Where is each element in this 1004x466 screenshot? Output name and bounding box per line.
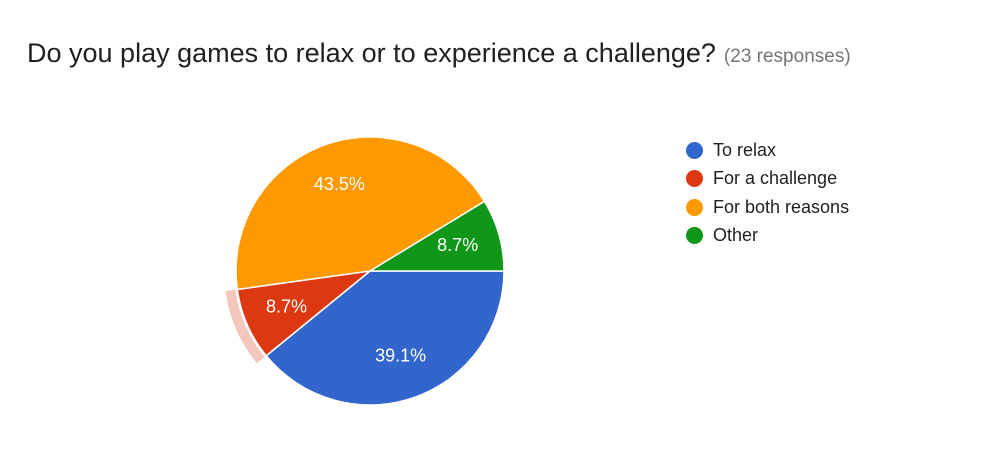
chart-header: Do you play games to relax or to experie… [27, 38, 851, 69]
legend-label-other: Other [713, 225, 759, 246]
legend-label-to-relax: To relax [713, 139, 777, 160]
legend-label-for-both-reasons: For both reasons [713, 196, 850, 217]
legend-item-for-both-reasons[interactable]: For both reasons [686, 193, 849, 222]
legend-label-for-a-challenge: For a challenge [713, 168, 838, 189]
response-count: (23 responses) [723, 46, 851, 67]
highlight-arc [225, 289, 265, 364]
legend-swatch-for-both-reasons [686, 198, 703, 216]
pie-slice-other[interactable] [367, 200, 505, 272]
legend-item-for-a-challenge[interactable]: For a challenge [686, 165, 849, 194]
slice-label-other: 8.7% [437, 235, 478, 255]
legend-item-to-relax[interactable]: To relax [686, 136, 849, 165]
legend-item-other[interactable]: Other [686, 222, 849, 251]
pie-slice-for-both-reasons[interactable] [235, 136, 486, 291]
legend-swatch-to-relax [686, 141, 703, 159]
slice-label-for-a-challenge: 8.7% [266, 296, 307, 316]
chart-title: Do you play games to relax or to experie… [27, 38, 716, 68]
legend-swatch-other [686, 227, 703, 245]
pie-slice-to-relax[interactable] [265, 270, 505, 406]
legend: To relax For a challenge For both reason… [686, 136, 849, 250]
legend-swatch-for-a-challenge [686, 170, 703, 188]
slice-label-for-both-reasons: 43.5% [314, 174, 365, 194]
slice-label-to-relax: 39.1% [375, 346, 426, 366]
